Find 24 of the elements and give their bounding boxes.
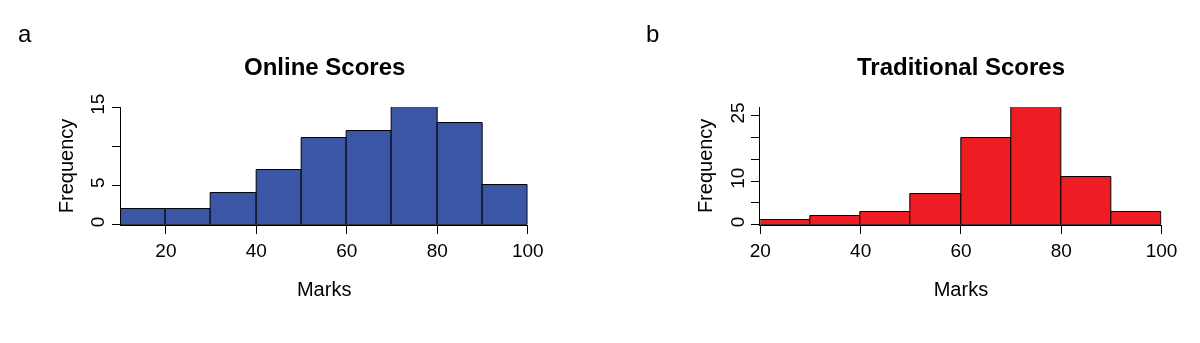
x-tick-label: 80 (426, 239, 448, 261)
y-tick-label: 5 (87, 177, 109, 188)
y-tick-label: 15 (87, 93, 109, 115)
x-tick-label: 60 (336, 239, 358, 261)
x-tick-label: 20 (749, 239, 771, 261)
chart-title: Traditional Scores (857, 53, 1066, 80)
x-tick-label: 40 (850, 239, 872, 261)
x-tick-label: 20 (155, 239, 177, 261)
x-tick-label: 60 (950, 239, 972, 261)
y-tick-label: 0 (726, 216, 748, 228)
text: b (646, 20, 660, 47)
x-tick-label: 80 (1050, 239, 1072, 261)
x-axis-title: Marks (933, 278, 989, 300)
x-tick-label: 100 (1145, 239, 1178, 261)
y-tick-label: 10 (726, 167, 748, 189)
x-axis-title: Marks (296, 278, 352, 300)
text: a (18, 20, 32, 47)
x-tick-label: 100 (511, 239, 544, 261)
y-axis-title: Frequency (54, 118, 77, 214)
y-tick-label: 25 (726, 102, 748, 124)
y-tick-label: 0 (87, 216, 109, 228)
y-axis-title: Frequency (694, 118, 717, 214)
x-tick-label: 40 (245, 239, 267, 261)
chart-title: Online Scores (244, 53, 406, 80)
